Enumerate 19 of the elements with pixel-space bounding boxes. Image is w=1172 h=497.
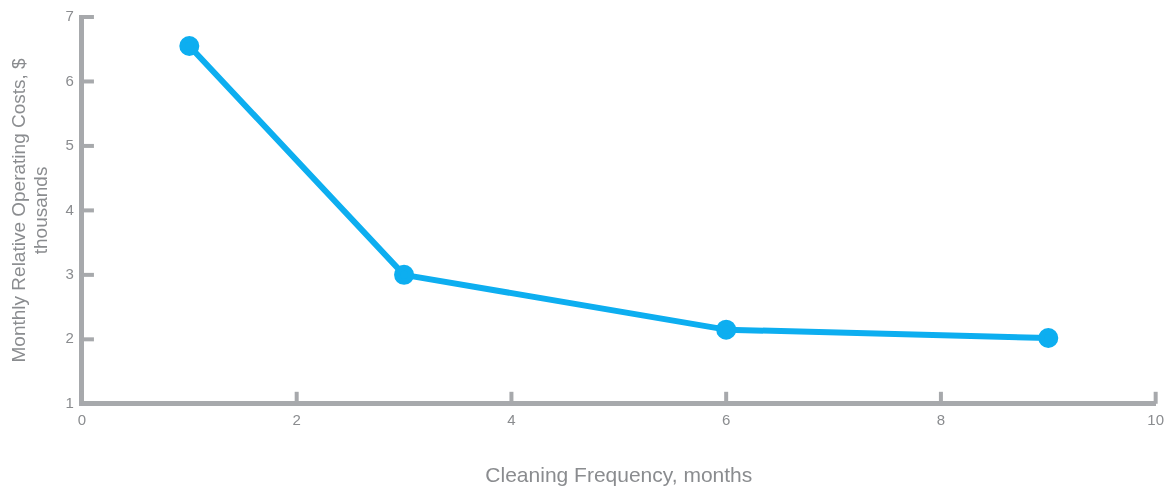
y-axis-title: Monthly Relative Operating Costs, $ thousands bbox=[7, 57, 52, 363]
y-tick-label: 3 bbox=[65, 265, 74, 283]
x-tick-label: 4 bbox=[507, 410, 516, 428]
x-tick-label: 10 bbox=[1147, 410, 1164, 428]
x-axis-title: Cleaning Frequency, months bbox=[485, 463, 753, 487]
y-tick-label: 7 bbox=[65, 7, 74, 25]
y-tick-label: 6 bbox=[65, 71, 74, 89]
y-tick-label: 5 bbox=[65, 136, 74, 154]
y-tick-label: 2 bbox=[65, 329, 74, 347]
point bbox=[394, 264, 415, 285]
y-tick-label: 1 bbox=[65, 393, 74, 411]
point bbox=[1038, 328, 1059, 349]
point bbox=[179, 36, 200, 57]
x-tick-label: 6 bbox=[722, 410, 731, 428]
x-tick-label: 0 bbox=[77, 410, 87, 428]
y-tick-label: 4 bbox=[65, 200, 74, 218]
x-tick-label: 8 bbox=[936, 410, 946, 428]
x-tick-label: 2 bbox=[292, 410, 301, 428]
point bbox=[716, 319, 737, 340]
